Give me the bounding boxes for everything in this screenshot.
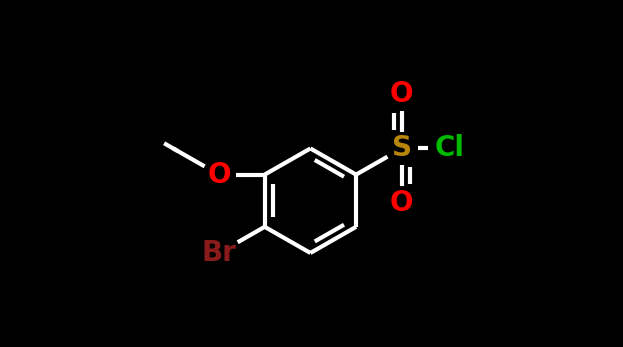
Text: O: O	[390, 80, 414, 108]
Text: Cl: Cl	[435, 135, 465, 162]
Text: Br: Br	[202, 239, 236, 267]
Text: O: O	[390, 189, 414, 217]
Text: O: O	[207, 161, 231, 188]
Text: S: S	[392, 135, 412, 162]
